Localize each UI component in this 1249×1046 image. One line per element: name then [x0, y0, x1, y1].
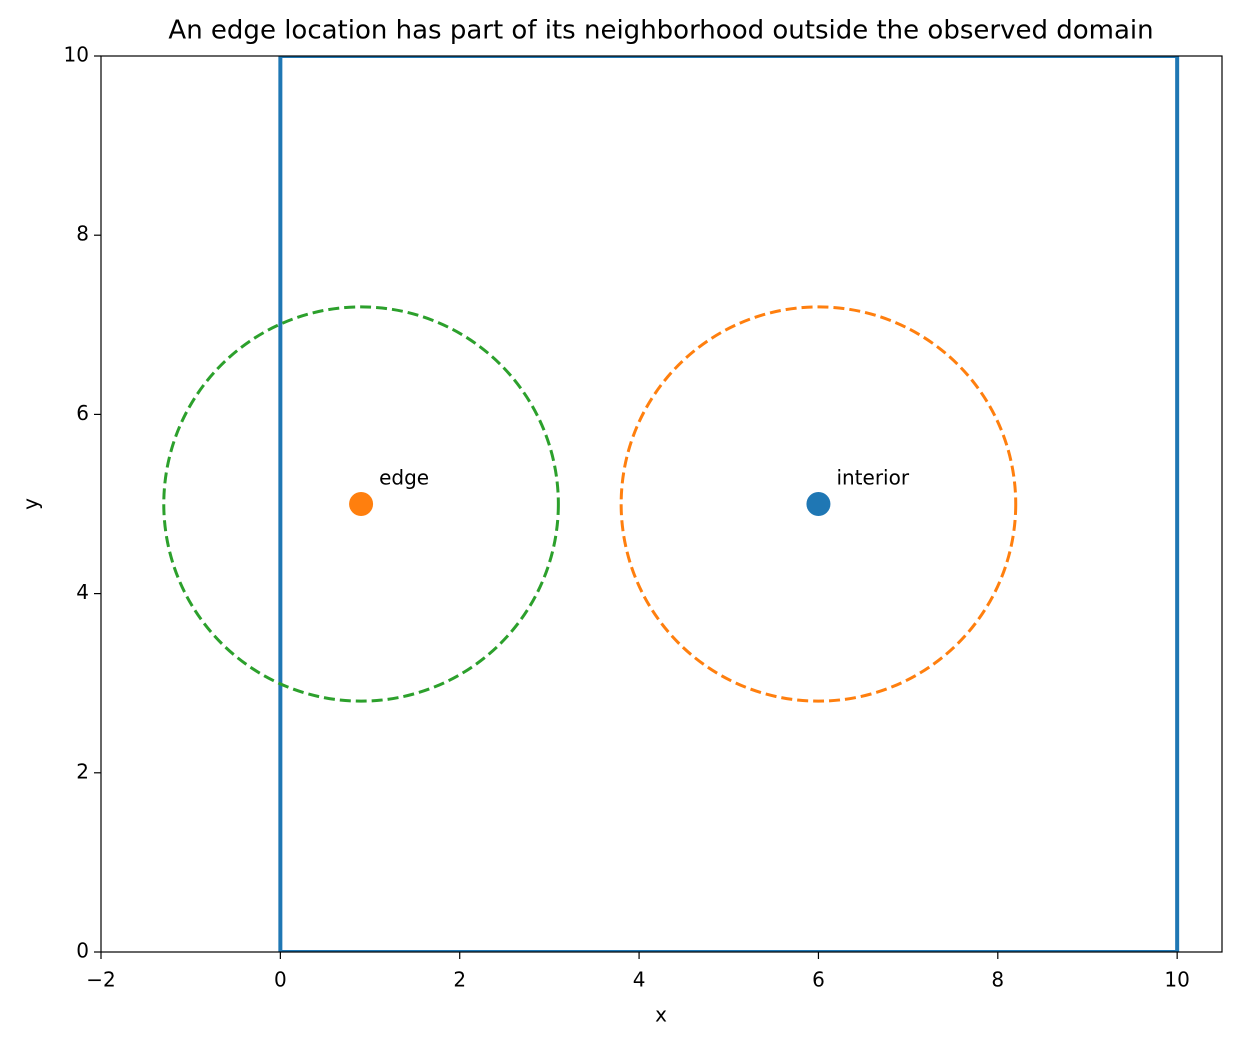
x-tick-label: 8 — [991, 968, 1004, 992]
y-axis-label: y — [19, 498, 43, 510]
neighborhood-circle — [619, 305, 1018, 703]
y-tick-label: 0 — [76, 939, 89, 963]
point-label: edge — [379, 466, 429, 490]
domain-boundary — [278, 56, 1180, 952]
point — [349, 492, 374, 516]
x-tick-label: 6 — [812, 968, 825, 992]
point — [806, 492, 831, 516]
x-tick-label: 10 — [1164, 968, 1189, 992]
x-axis-label: x — [655, 1003, 667, 1027]
chart-title: An edge location has part of its neighbo… — [168, 16, 1153, 46]
x-tick-label: −2 — [86, 968, 115, 992]
y-tick-label: 2 — [76, 759, 89, 783]
point-label: interior — [836, 466, 909, 490]
plot-area — [162, 56, 1180, 952]
y-tick-label: 10 — [64, 43, 89, 67]
y-tick-label: 8 — [76, 222, 89, 246]
y-tick-label: 4 — [76, 580, 89, 604]
neighborhood-circle — [162, 305, 560, 703]
x-tick-label: 0 — [274, 968, 287, 992]
x-tick-label: 4 — [633, 968, 646, 992]
x-tick-label: 2 — [453, 968, 466, 992]
y-tick-label: 6 — [76, 401, 89, 425]
axes-frame — [100, 55, 1223, 953]
